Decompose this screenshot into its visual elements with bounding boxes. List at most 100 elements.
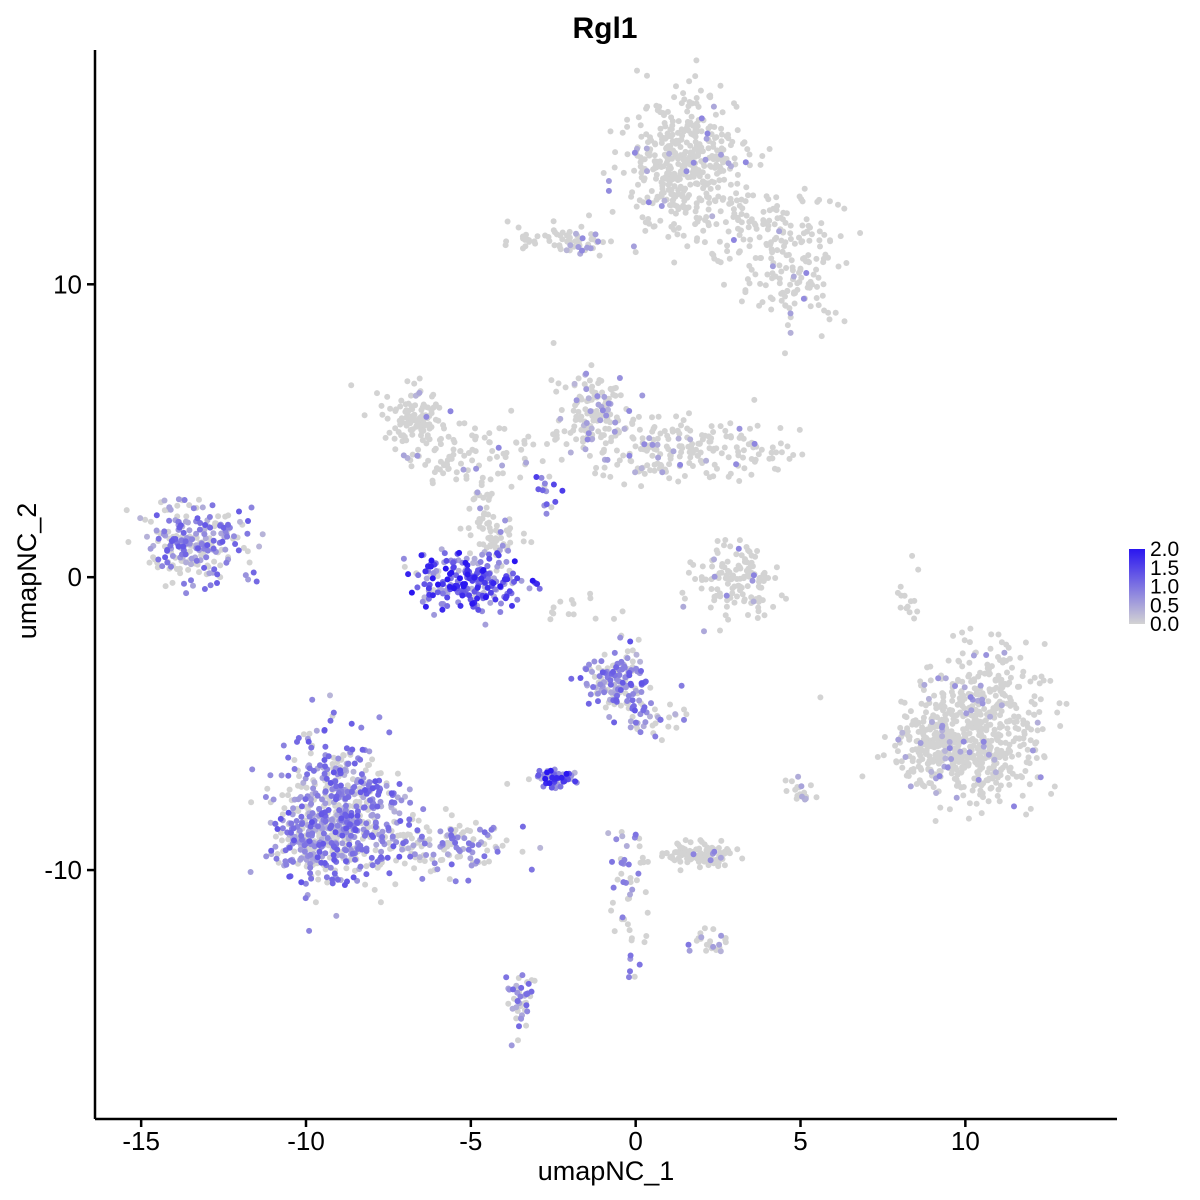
scatter-point [579, 247, 585, 254]
scatter-point [769, 444, 776, 451]
scatter-point [267, 772, 274, 779]
scatter-point [970, 755, 977, 762]
scatter-point [608, 907, 615, 914]
scatter-point [291, 757, 298, 763]
scatter-point [791, 300, 798, 307]
scatter-point [998, 702, 1005, 709]
scatter-point [683, 206, 689, 213]
scatter-point [694, 235, 701, 242]
scatter-point [639, 435, 646, 442]
scatter-point [949, 697, 956, 704]
scatter-point [668, 202, 675, 208]
scatter-point [678, 136, 685, 143]
scatter-point [648, 700, 654, 707]
scatter-point [423, 575, 430, 582]
scatter-point [401, 563, 408, 570]
scatter-point [352, 827, 359, 834]
scatter-point [1036, 709, 1043, 715]
scatter-point [526, 585, 533, 592]
scatter-point [957, 698, 964, 705]
scatter-point [639, 392, 646, 399]
scatter-point [520, 538, 527, 545]
scatter-point [1024, 724, 1031, 731]
scatter-point [693, 100, 700, 107]
scatter-point [398, 432, 405, 439]
scatter-point [349, 776, 356, 783]
scatter-point [475, 841, 482, 848]
scatter-point [322, 818, 329, 825]
scatter-point [670, 448, 677, 455]
scatter-point [626, 672, 633, 679]
scatter-point [805, 222, 812, 229]
scatter-point [946, 739, 953, 745]
scatter-point [476, 523, 483, 530]
scatter-point [613, 414, 620, 421]
scatter-point [960, 792, 967, 799]
scatter-point [783, 265, 790, 271]
scatter-point [502, 517, 509, 524]
scatter-point [781, 243, 787, 250]
scatter-point [620, 169, 627, 176]
scatter-point [725, 454, 732, 461]
scatter-point [438, 601, 445, 607]
scatter-point [704, 173, 711, 180]
scatter-point [374, 803, 381, 810]
scatter-point [946, 806, 953, 813]
scatter-point [534, 580, 541, 587]
scatter-point [1057, 723, 1064, 729]
scatter-point [487, 589, 494, 596]
scatter-point [425, 585, 432, 592]
scatter-point [451, 439, 458, 446]
scatter-point [379, 411, 386, 418]
scatter-point [668, 186, 675, 193]
scatter-point [486, 858, 492, 865]
scatter-point [372, 847, 379, 854]
scatter-point [494, 848, 501, 855]
scatter-point [960, 784, 967, 790]
scatter-point [467, 828, 474, 834]
scatter-point [977, 711, 984, 718]
scatter-point [372, 824, 379, 830]
scatter-point [528, 539, 535, 546]
scatter-point [637, 658, 644, 665]
scatter-point [539, 458, 546, 465]
scatter-point [429, 393, 435, 400]
scatter-point [397, 818, 404, 824]
scatter-point [374, 864, 381, 871]
scatter-point [782, 350, 788, 357]
scatter-point [499, 542, 506, 549]
scatter-point [409, 431, 416, 438]
scatter-point [650, 166, 657, 173]
scatter-point [945, 709, 952, 716]
scatter-point [782, 293, 788, 300]
scatter-point [997, 721, 1004, 727]
scatter-point [567, 242, 574, 249]
scatter-point [420, 806, 427, 813]
scatter-point [435, 417, 442, 424]
scatter-point [583, 666, 590, 673]
scatter-point [550, 604, 557, 611]
scatter-point [295, 796, 302, 803]
scatter-point [196, 526, 203, 533]
scatter-point [362, 767, 369, 774]
scatter-point [1027, 737, 1034, 744]
scatter-point [327, 825, 334, 832]
scatter-point [346, 841, 353, 848]
scatter-point [635, 181, 641, 188]
scatter-point [378, 854, 384, 861]
scatter-point [710, 179, 717, 186]
scatter-point [534, 233, 541, 240]
scatter-point [313, 727, 320, 734]
scatter-point [674, 427, 681, 434]
scatter-point [348, 720, 355, 727]
scatter-point [692, 133, 699, 140]
scatter-point [672, 175, 679, 182]
scatter-point [630, 243, 637, 250]
scatter-point [363, 863, 370, 870]
scatter-point [447, 570, 453, 577]
scatter-point [432, 401, 439, 408]
scatter-point [620, 879, 627, 886]
scatter-point [1020, 721, 1027, 727]
scatter-point [774, 215, 781, 222]
scatter-point [926, 753, 933, 760]
